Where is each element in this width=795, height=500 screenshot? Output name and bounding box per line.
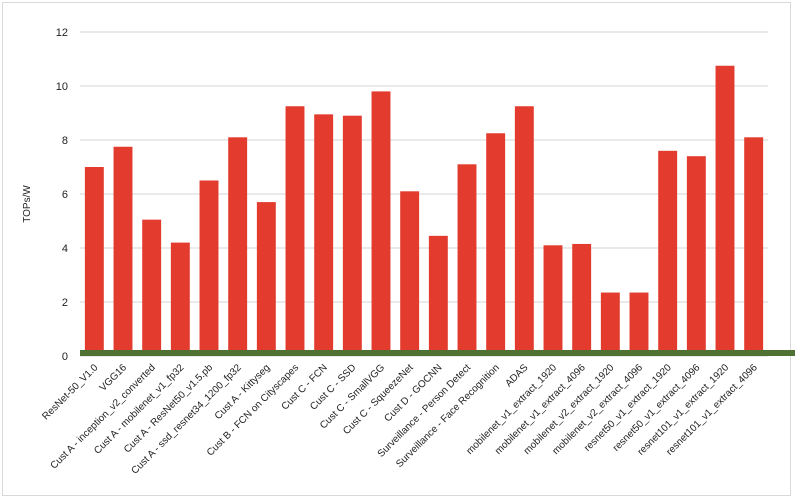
bar: [113, 146, 133, 356]
y-axis-title: TOPs/W: [22, 185, 33, 223]
bar: [715, 65, 735, 356]
bar: [600, 292, 620, 356]
bar: [514, 106, 534, 356]
category-label: ADAS: [503, 362, 530, 389]
bar: [400, 191, 420, 356]
y-tick-label: 6: [62, 189, 68, 201]
bar: [572, 243, 592, 356]
bar: [744, 137, 764, 356]
y-tick-labels: 0 2 4 6 8 10 12: [56, 27, 68, 363]
bar: [457, 164, 477, 356]
baseline-bar: [80, 350, 795, 356]
category-label: Cust A - inception_v2_converted: [49, 362, 158, 471]
bar: [199, 180, 219, 356]
y-tick-label: 2: [62, 297, 68, 309]
bar: [142, 219, 162, 356]
bars: [84, 65, 764, 357]
bar: [170, 242, 190, 356]
bar: [285, 106, 305, 356]
y-tick-label: 8: [62, 135, 68, 147]
bar: [228, 137, 248, 356]
bar: [629, 292, 649, 356]
y-tick-label: 0: [62, 351, 68, 363]
bar: [486, 133, 506, 356]
bar: [342, 115, 362, 356]
bar: [658, 150, 678, 356]
bar: [256, 202, 276, 356]
y-tick-label: 10: [56, 81, 68, 93]
category-label: ResNet-50_V1.0: [40, 362, 100, 422]
bar: [543, 245, 563, 356]
bar: [428, 235, 448, 356]
bar: [686, 156, 706, 356]
y-tick-label: 4: [62, 243, 68, 255]
baseline-group: [80, 350, 795, 356]
y-tick-label: 12: [56, 27, 68, 39]
bar: [314, 114, 334, 356]
bar: [84, 167, 104, 356]
bar: [371, 91, 391, 357]
